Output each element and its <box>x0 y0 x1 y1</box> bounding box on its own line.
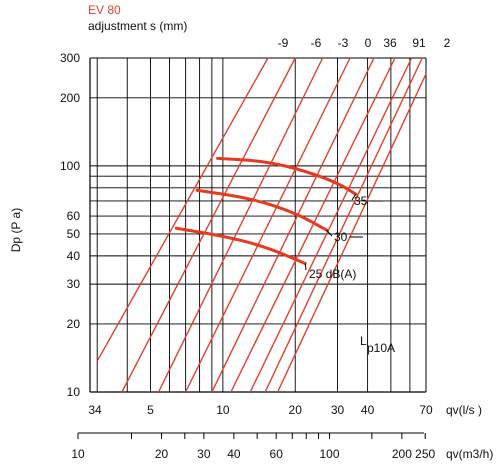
noise-label: 25 dB(A) <box>309 267 356 281</box>
x-tick-label-m3h: 100 <box>320 447 340 461</box>
x-tick-label-ls: 5 <box>147 403 154 417</box>
y-tick-label: 100 <box>60 159 80 173</box>
adjustment-label: -3 <box>338 36 349 50</box>
noise-curves <box>174 156 358 266</box>
x-tick-label-ls: 34 <box>88 403 102 417</box>
y-tick-label: 200 <box>60 91 80 105</box>
x-tick-label-ls: 40 <box>361 403 375 417</box>
adjustment-line <box>185 57 351 393</box>
adjustment-line <box>264 57 423 393</box>
x-axis-label-ls: qv(l/s ) <box>446 403 482 417</box>
lp10a-label: L <box>360 334 367 348</box>
x-tick-label-m3h: 200 <box>392 447 412 461</box>
y-tick-label: 60 <box>67 209 81 223</box>
noise-curve <box>174 226 307 266</box>
y-tick-label: 10 <box>67 385 81 399</box>
y-axis-label: Dp (P a) <box>9 208 23 252</box>
adjustment-line <box>157 57 324 393</box>
adjustment-line <box>230 57 396 393</box>
y-tick-label: 20 <box>67 317 81 331</box>
lp10a-sub-label: p10A <box>367 341 395 355</box>
y-tick-label: 300 <box>60 51 80 65</box>
x-axis-label-m3h: qv(m3/h) <box>446 447 493 461</box>
adjustment-label: 36 <box>383 36 397 50</box>
chart-title: EV 80 <box>88 3 121 17</box>
x-tick-label-m3h: 20 <box>155 447 169 461</box>
noise-leader <box>304 263 307 271</box>
y-tick-label: 50 <box>67 227 81 241</box>
series-lines <box>96 57 427 393</box>
y-tick-label: 30 <box>67 277 81 291</box>
x-tick-label-ls: 20 <box>289 403 303 417</box>
noise-curve <box>195 188 329 232</box>
adjustment-label: 0 <box>365 36 372 50</box>
noise-leader <box>351 193 357 201</box>
x-tick-label-m3h: 60 <box>270 447 284 461</box>
noise-curve <box>216 156 358 196</box>
chart-subtitle: adjustment s (mm) <box>88 19 187 33</box>
adjustment-line <box>211 57 375 393</box>
adjustment-line <box>277 73 427 393</box>
adjustment-label: -9 <box>278 36 289 50</box>
labels: EV 80 adjustment s (mm) Dp (P a) qv(l/s … <box>9 3 493 461</box>
grid <box>77 57 427 439</box>
adjustment-line <box>96 57 269 362</box>
x-tick-label-ls: 10 <box>216 403 230 417</box>
noise-leader <box>326 229 333 237</box>
x-tick-label-ls: 70 <box>419 403 433 417</box>
adjustment-line <box>249 57 413 393</box>
adjustment-label: 91 <box>412 36 426 50</box>
x-tick-label-m3h: 40 <box>227 447 241 461</box>
x-tick-label-ls: 30 <box>331 403 345 417</box>
adjustment-line <box>121 57 296 393</box>
x-tick-label-m3h: 10 <box>71 447 85 461</box>
adjustment-label: -6 <box>311 36 322 50</box>
y-tick-label: 40 <box>67 249 81 263</box>
x-tick-label-m3h: 250 <box>415 447 435 461</box>
noise-label: 35 <box>354 194 368 208</box>
x-tick-label-m3h: 30 <box>197 447 211 461</box>
adjustment-label: 2 <box>444 36 451 50</box>
noise-label: 30 <box>334 230 348 244</box>
